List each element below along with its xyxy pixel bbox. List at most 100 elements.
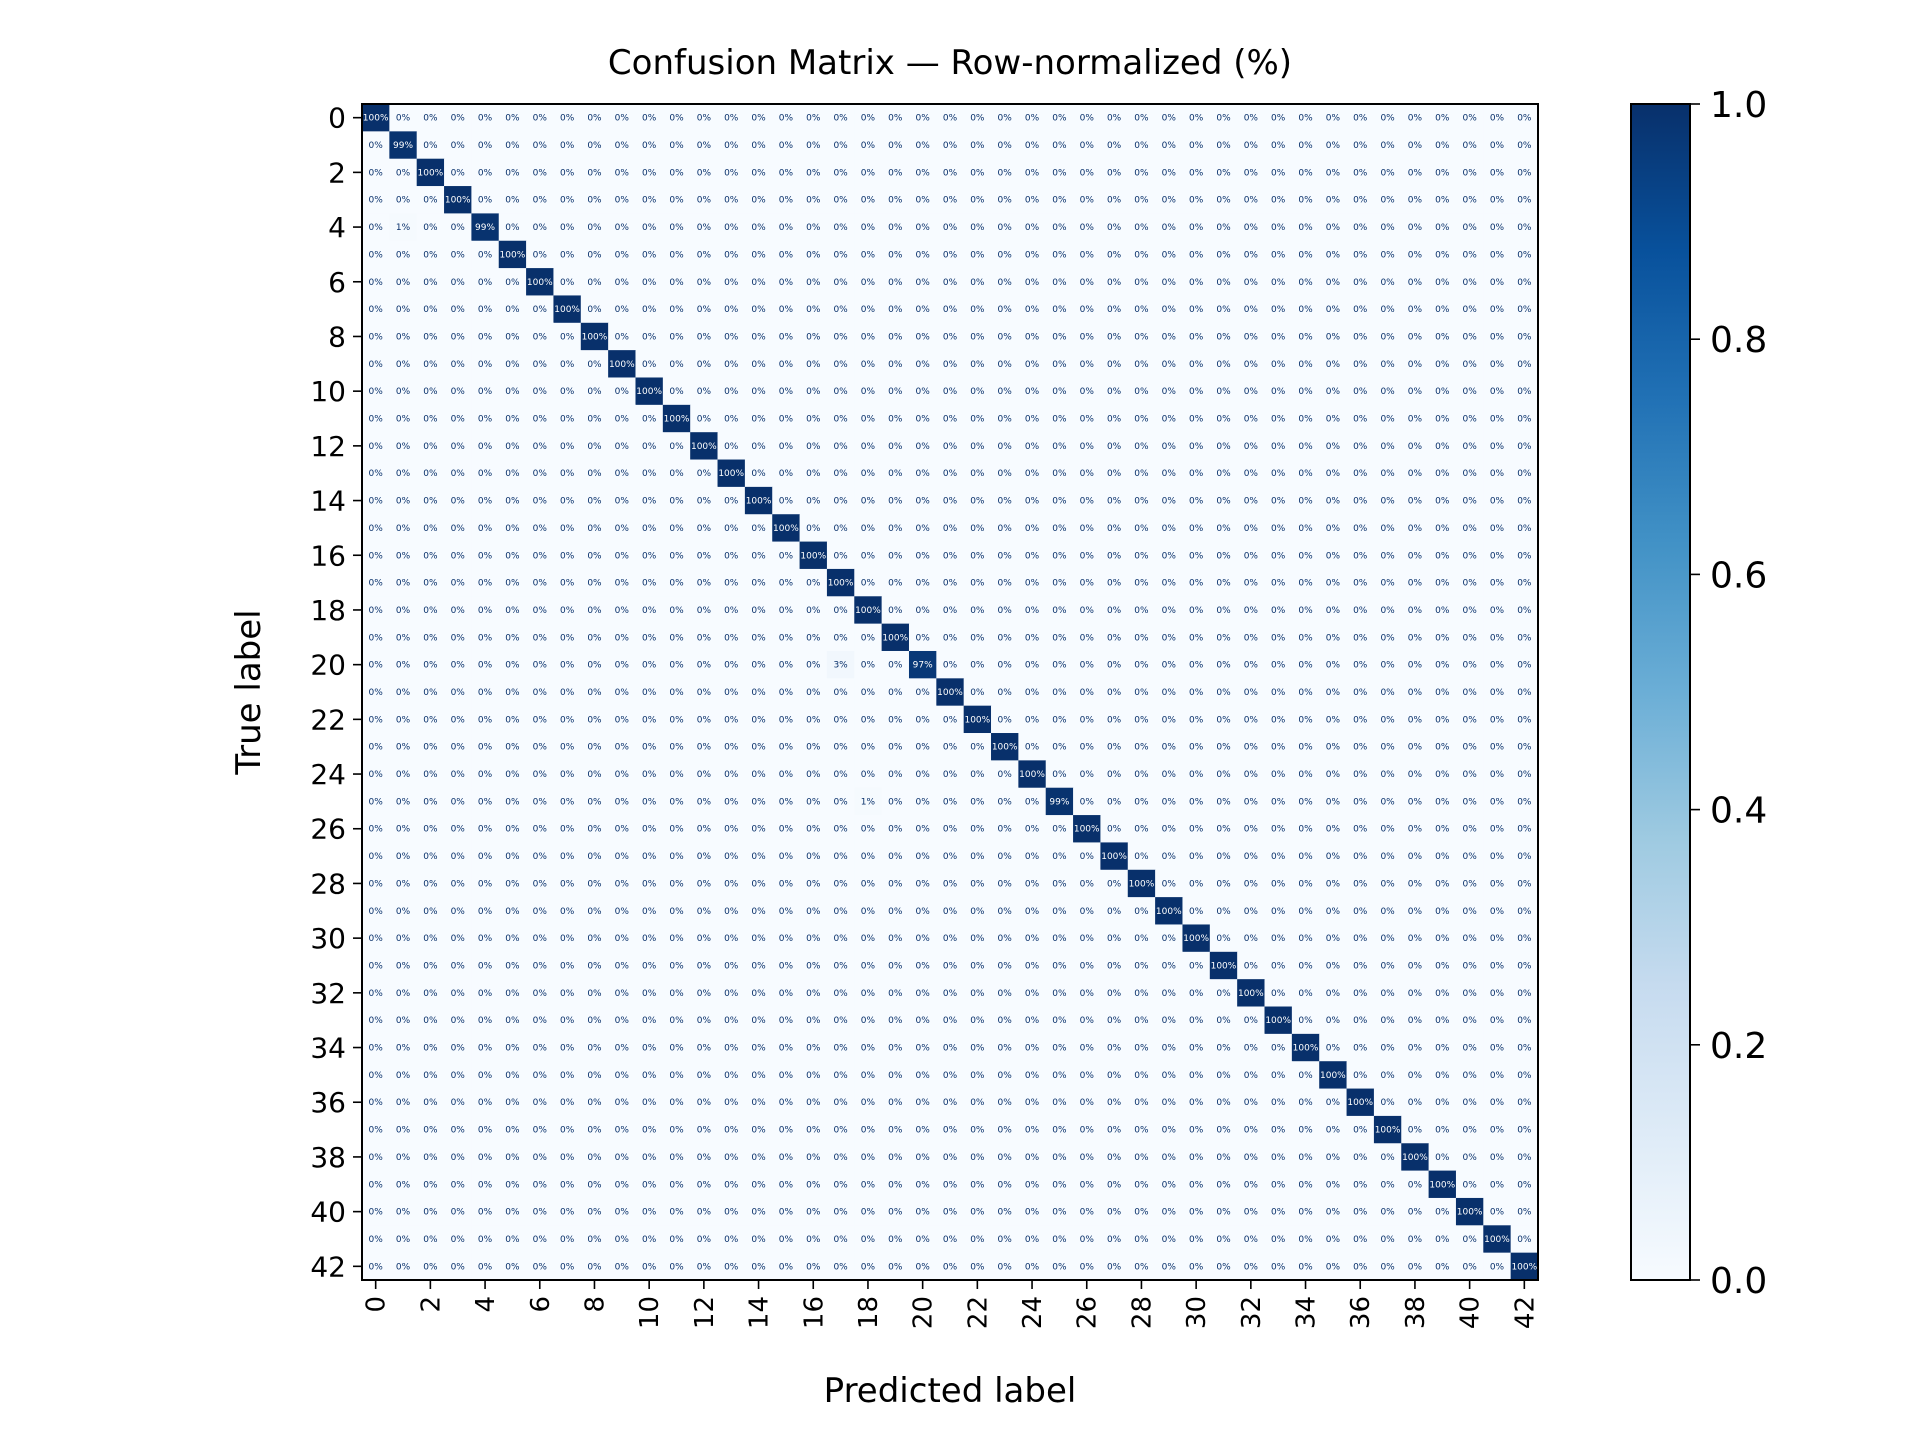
cell-value-label: 0% <box>505 715 520 725</box>
heatmap-cell <box>717 240 746 269</box>
y-tick-label: 26 <box>310 813 346 846</box>
cell-value-label: 0% <box>1189 497 1204 507</box>
cell-value-label: 0% <box>1052 879 1067 889</box>
cell-value-label: 0% <box>697 715 712 725</box>
heatmap-cell <box>1346 131 1375 160</box>
cell-value-label: 0% <box>970 332 985 342</box>
heatmap-cell <box>1073 131 1101 160</box>
cell-value-label: 0% <box>1326 250 1341 260</box>
heatmap-cell <box>717 158 746 187</box>
cell-value-label: 0% <box>423 524 438 534</box>
cell-value-label: 0% <box>1134 1153 1149 1163</box>
cell-value-label: 0% <box>1271 1044 1286 1054</box>
cell-value-label: 0% <box>1353 743 1368 753</box>
cell-value-label: 0% <box>396 961 411 971</box>
cell-value-label: 0% <box>1380 743 1395 753</box>
cell-value-label: 0% <box>998 797 1013 807</box>
cell-value-label: 0% <box>1326 715 1341 725</box>
cell-value-label: 0% <box>1517 1016 1532 1026</box>
heatmap-cell <box>1045 350 1074 378</box>
cell-value-label: 0% <box>478 715 493 725</box>
heatmap-cell <box>526 322 554 351</box>
cell-value-label: 0% <box>861 469 876 479</box>
cell-value-label: 0% <box>587 469 602 479</box>
cell-value-label: 0% <box>1162 442 1177 452</box>
cell-value-label: 0% <box>451 1126 466 1136</box>
heatmap-cell <box>991 295 1019 324</box>
x-tick-label: 12 <box>690 1296 720 1329</box>
cell-value-label: 0% <box>943 907 958 917</box>
cell-value-label: 0% <box>615 715 630 725</box>
cell-value-label: 0% <box>1162 469 1177 479</box>
cell-value-label: 0% <box>970 524 985 534</box>
heatmap-cell <box>498 350 527 378</box>
cell-value-label: 0% <box>423 1235 438 1245</box>
cell-value-label: 0% <box>970 1126 985 1136</box>
cell-value-label: 0% <box>1216 606 1231 616</box>
heatmap-cell <box>1073 322 1101 351</box>
heatmap-cell <box>608 377 636 406</box>
cell-value-label: 0% <box>505 797 520 807</box>
cell-value-label: 0% <box>478 305 493 315</box>
cell-value-label: 0% <box>724 497 739 507</box>
heatmap-cell <box>1073 268 1101 296</box>
cell-value-label: 0% <box>669 1208 684 1218</box>
cell-value-label: 0% <box>751 743 766 753</box>
cell-value-label: 0% <box>806 415 821 425</box>
heatmap-cell <box>936 131 965 160</box>
cell-value-label: 0% <box>916 770 931 780</box>
cell-value-label: 0% <box>779 1208 794 1218</box>
cell-value-label: 0% <box>861 1071 876 1081</box>
heatmap-cell <box>1346 186 1375 214</box>
cell-value-label: 0% <box>806 934 821 944</box>
heatmap-cell <box>471 377 500 406</box>
cell-value-label: 0% <box>1080 551 1095 561</box>
cell-value-label: 0% <box>1216 743 1231 753</box>
heatmap-cell <box>1319 131 1347 160</box>
heatmap-cell <box>799 350 828 378</box>
cell-value-label: 0% <box>642 1071 657 1081</box>
cell-value-label: 0% <box>560 387 575 397</box>
heatmap-cell <box>526 213 554 242</box>
cell-value-label: 0% <box>1462 1153 1477 1163</box>
cell-value-label: 0% <box>1107 524 1122 534</box>
cell-value-label: 0% <box>779 360 794 370</box>
heatmap-cell <box>1319 240 1347 269</box>
cell-value-label: 0% <box>369 1262 384 1272</box>
cell-value-label: 0% <box>1490 879 1505 889</box>
cell-value-label: 0% <box>1490 579 1505 589</box>
cell-value-label: 0% <box>1326 1208 1341 1218</box>
cell-value-label: 0% <box>1162 360 1177 370</box>
heatmap-cell <box>662 322 691 351</box>
cell-value-label: 0% <box>943 1016 958 1026</box>
cell-value-label: 0% <box>916 825 931 835</box>
cell-value-label: 0% <box>1380 1016 1395 1026</box>
cell-value-label: 0% <box>1189 1044 1204 1054</box>
cell-value-label: 0% <box>533 1208 548 1218</box>
cell-value-label: 0% <box>369 743 384 753</box>
heatmap-cell <box>1264 104 1293 132</box>
cell-value-label: 0% <box>861 168 876 178</box>
cell-value-label: 0% <box>396 415 411 425</box>
cell-value-label: 0% <box>697 1262 712 1272</box>
cell-value-label: 0% <box>806 852 821 862</box>
y-tick-label: 40 <box>310 1196 346 1229</box>
heatmap-cell <box>826 186 855 214</box>
cell-value-label: 0% <box>642 1262 657 1272</box>
cell-value-label: 0% <box>861 1262 876 1272</box>
cell-value-label: 0% <box>642 852 657 862</box>
heatmap-cell <box>1209 240 1238 269</box>
cell-value-label: 0% <box>833 770 848 780</box>
cell-value-label: 0% <box>888 606 903 616</box>
cell-value-label: 0% <box>1216 989 1231 999</box>
heatmap-cell <box>416 377 445 406</box>
cell-value-label: 0% <box>1025 852 1040 862</box>
cell-value-label: 0% <box>1271 743 1286 753</box>
cell-value-label: 0% <box>1408 934 1423 944</box>
cell-value-label: 0% <box>779 989 794 999</box>
cell-value-label: 0% <box>1025 1044 1040 1054</box>
cell-value-label: 0% <box>587 497 602 507</box>
cell-value-label: 0% <box>1326 442 1341 452</box>
cell-value-label: 0% <box>615 524 630 534</box>
cell-value-label: 0% <box>970 934 985 944</box>
